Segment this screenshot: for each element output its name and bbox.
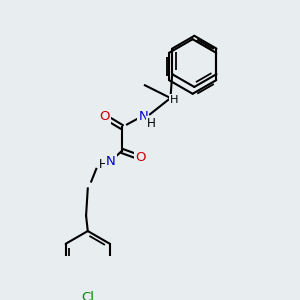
Text: H: H: [99, 158, 108, 171]
Text: H: H: [147, 117, 156, 130]
Text: O: O: [135, 151, 146, 164]
Text: O: O: [100, 110, 110, 123]
Text: N: N: [138, 110, 148, 123]
Text: Cl: Cl: [81, 291, 94, 300]
Text: N: N: [106, 155, 116, 169]
Text: H: H: [169, 95, 178, 105]
